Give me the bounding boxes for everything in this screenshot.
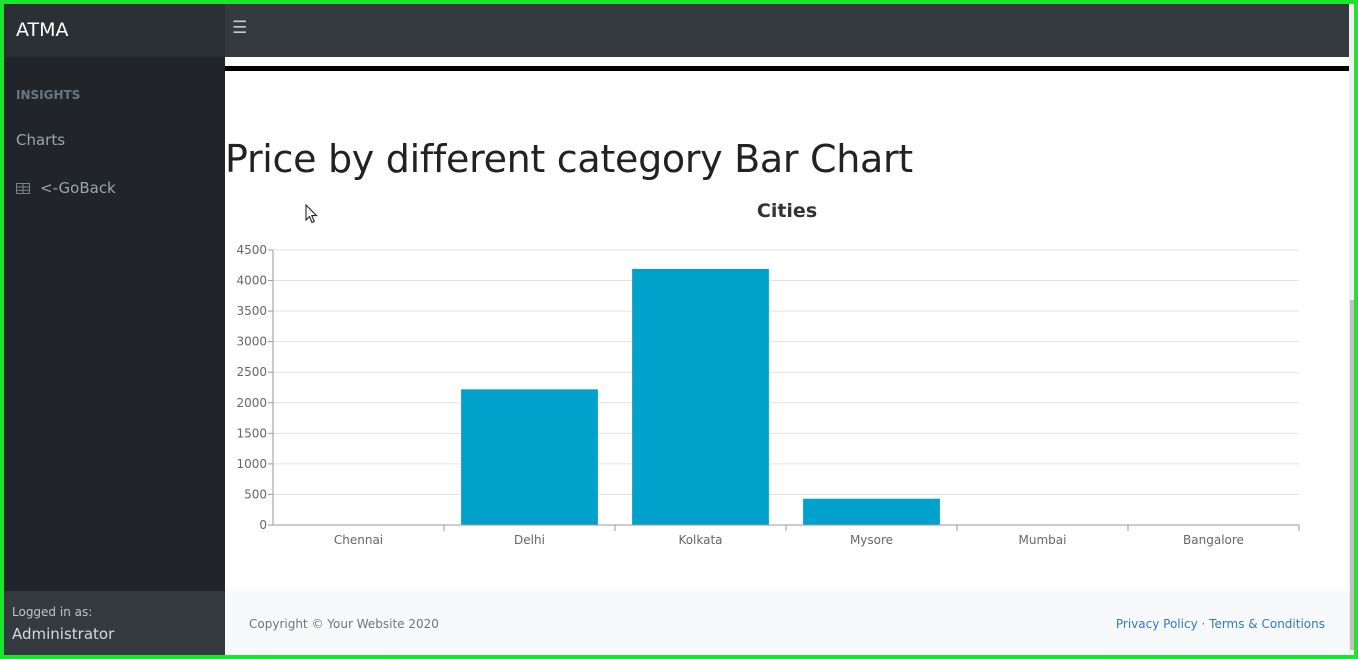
scrollbar-thumb[interactable] (1350, 300, 1357, 650)
sidebar-item-goback[interactable]: <-GoBack (16, 179, 116, 197)
y-tick-label: 3500 (236, 304, 267, 318)
bar-mysore[interactable] (803, 498, 940, 525)
x-tick-label: Bangalore (1183, 533, 1244, 547)
mouse-cursor-icon (305, 204, 318, 224)
brand[interactable]: ATMA (0, 0, 225, 57)
bar-kolkata[interactable] (632, 268, 769, 525)
x-tick-label: Mumbai (1019, 533, 1067, 547)
hamburger-menu-icon[interactable]: ☰ (232, 18, 248, 38)
bar-chart: 0 500 1000 1500 2000 2500 3000 3500 4000 4500 Chen… (236, 200, 1300, 547)
y-tick-label: 1000 (236, 457, 267, 471)
page-footer: Copyright © Your Website 2020 Privacy Po… (225, 591, 1349, 659)
x-tick-label: Kolkata (678, 533, 722, 547)
logged-in-label: Logged in as: (12, 605, 93, 619)
x-tick-label: Mysore (850, 533, 893, 547)
terms-link[interactable]: Terms & Conditions (1209, 617, 1325, 631)
y-tick-label: 3000 (236, 335, 267, 349)
y-tick-label: 2000 (236, 396, 267, 410)
chart-title: Cities (757, 200, 817, 222)
brand-title[interactable]: ATMA (16, 19, 69, 41)
sidebar-item-charts[interactable]: Charts (16, 131, 65, 149)
y-tick-label: 1500 (236, 426, 267, 440)
divider (225, 66, 1349, 71)
x-tick-label: Delhi (514, 533, 545, 547)
sidebar-item-label: Charts (16, 131, 66, 149)
y-tick-label: 0 (259, 518, 267, 532)
y-tick-label: 500 (244, 487, 267, 501)
x-tick-label: Chennai (334, 533, 383, 547)
copyright-text: Copyright © Your Website 2020 (249, 617, 439, 631)
username: Administrator (12, 625, 115, 643)
bar-delhi[interactable] (461, 389, 598, 525)
table-icon (16, 183, 30, 194)
sidebar-footer: Logged in as: Administrator (0, 591, 225, 659)
sidebar-item-label: <-GoBack (40, 179, 116, 197)
y-tick-label: 2500 (236, 365, 267, 379)
top-navbar: ATMA ☰ (0, 0, 1358, 57)
footer-links: Privacy Policy · Terms & Conditions (1116, 617, 1325, 631)
sidebar: INSIGHTS Charts <-GoBack Logged in as: A… (0, 57, 225, 659)
footer-separator: · (1201, 617, 1206, 631)
main-content: Price by different category Bar Chart 0 5… (225, 57, 1349, 659)
y-tick-label: 4500 (236, 243, 267, 257)
scrollbar[interactable] (1349, 0, 1358, 659)
page-title: Price by different category Bar Chart (225, 137, 913, 181)
privacy-policy-link[interactable]: Privacy Policy (1115, 617, 1198, 631)
y-tick-label: 4000 (236, 274, 267, 288)
sidebar-heading: INSIGHTS (16, 88, 81, 102)
